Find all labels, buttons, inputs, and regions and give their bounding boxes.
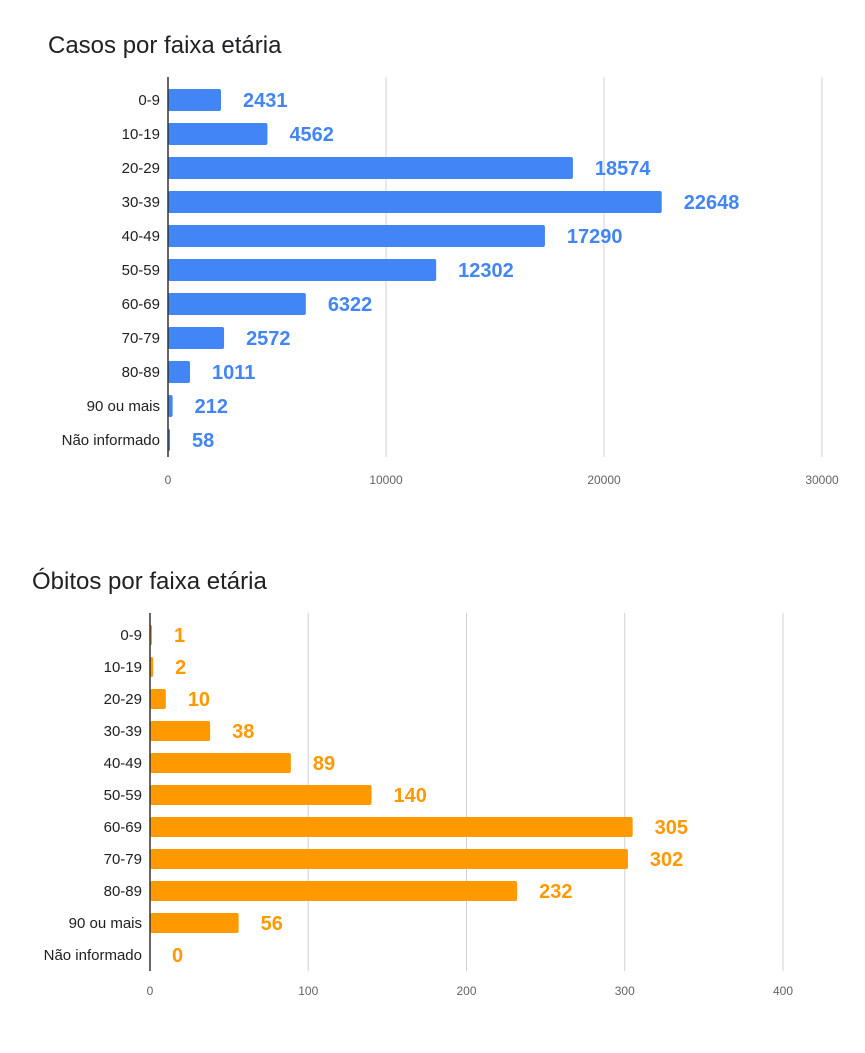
cases-bar: [168, 191, 662, 213]
deaths-category-label: 20-29: [104, 691, 142, 708]
cases-chart-plot: 0 10000 20000 30000 0-9 2431 10-19 4562 20-29 185…: [62, 77, 839, 487]
deaths-x-tick-label: 100: [298, 984, 318, 998]
cases-category-label: 80-89: [122, 364, 160, 381]
deaths-bar: [150, 785, 372, 805]
cases-bar: [168, 157, 573, 179]
deaths-bar: [150, 753, 291, 773]
deaths-category-label: 0-9: [120, 627, 142, 644]
deaths-data-label: 232: [539, 881, 572, 903]
deaths-data-label: 1: [174, 625, 185, 647]
deaths-bar: [150, 881, 518, 901]
cases-data-label: 12302: [458, 260, 514, 282]
deaths-x-tick-label: 300: [615, 984, 635, 998]
deaths-bar: [150, 913, 239, 933]
deaths-category-label: 90 ou mais: [69, 915, 142, 932]
cases-data-label: 4562: [289, 124, 334, 146]
cases-data-label: 2431: [243, 90, 287, 112]
deaths-bar: [150, 689, 166, 709]
cases-category-label: 10-19: [122, 126, 160, 143]
deaths-data-label: 89: [313, 753, 335, 775]
cases-chart: Casos por faixa etária 0 10000 20000 30000 0…: [0, 0, 865, 500]
deaths-category-label: 70-79: [104, 851, 142, 868]
deaths-category-label: 40-49: [104, 755, 142, 772]
cases-bar: [168, 395, 173, 417]
deaths-bar: [150, 721, 211, 741]
deaths-data-label: 10: [188, 689, 210, 711]
deaths-bar: [150, 849, 628, 869]
cases-x-tick-label: 10000: [369, 473, 403, 487]
deaths-chart-plot: 0 100 200 300 400 0-9 1 10-19 2 20-29 10 30-39 38 40-…: [44, 613, 793, 998]
deaths-chart-title: Óbitos por faixa etária: [32, 568, 267, 595]
cases-data-label: 58: [192, 430, 214, 452]
cases-data-label: 22648: [684, 192, 740, 214]
deaths-chart: Óbitos por faixa etária 0 100 200 300 400 0-9…: [0, 540, 865, 1053]
cases-bar: [168, 225, 545, 247]
cases-category-label: 60-69: [122, 296, 160, 313]
cases-category-label: 30-39: [122, 194, 160, 211]
deaths-bar: [150, 657, 154, 677]
deaths-bar: [150, 817, 633, 837]
deaths-data-label: 38: [232, 721, 254, 743]
cases-bar: [168, 361, 191, 383]
cases-data-label: 1011: [212, 362, 255, 384]
cases-category-label: Não informado: [62, 432, 160, 449]
deaths-data-label: 0: [172, 945, 183, 967]
deaths-x-tick-label: 200: [456, 984, 476, 998]
cases-category-label: 50-59: [122, 262, 160, 279]
cases-category-label: 70-79: [122, 330, 160, 347]
cases-category-label: 20-29: [122, 160, 160, 177]
deaths-data-label: 56: [261, 913, 283, 935]
cases-bar: [168, 259, 437, 281]
deaths-data-label: 140: [394, 785, 427, 807]
deaths-data-label: 305: [655, 817, 688, 839]
deaths-data-label: 2: [175, 657, 186, 679]
cases-data-label: 6322: [328, 294, 373, 316]
cases-x-tick-label: 30000: [805, 473, 839, 487]
deaths-category-label: 50-59: [104, 787, 142, 804]
deaths-category-label: 30-39: [104, 723, 142, 740]
deaths-data-label: 302: [650, 849, 683, 871]
deaths-category-label: 10-19: [104, 659, 142, 676]
deaths-category-label: Não informado: [44, 947, 142, 964]
cases-data-label: 17290: [567, 226, 623, 248]
cases-category-label: 40-49: [122, 228, 160, 245]
deaths-x-tick-label: 0: [147, 984, 154, 998]
cases-chart-title: Casos por faixa etária: [48, 32, 282, 59]
cases-bar: [168, 123, 268, 145]
cases-category-label: 90 ou mais: [87, 398, 160, 415]
cases-data-label: 2572: [246, 328, 290, 350]
cases-x-tick-label: 20000: [587, 473, 621, 487]
cases-data-label: 212: [195, 396, 228, 418]
cases-bar: [168, 293, 306, 315]
deaths-category-label: 60-69: [104, 819, 142, 836]
deaths-x-tick-label: 400: [773, 984, 793, 998]
cases-bar: [168, 327, 225, 349]
cases-category-label: 0-9: [138, 92, 160, 109]
cases-data-label: 18574: [595, 158, 651, 180]
deaths-category-label: 80-89: [104, 883, 142, 900]
cases-x-tick-label: 0: [165, 473, 172, 487]
cases-bar: [168, 89, 221, 111]
